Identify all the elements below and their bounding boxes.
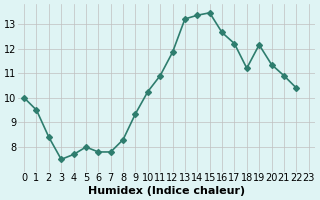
X-axis label: Humidex (Indice chaleur): Humidex (Indice chaleur) bbox=[88, 186, 245, 196]
